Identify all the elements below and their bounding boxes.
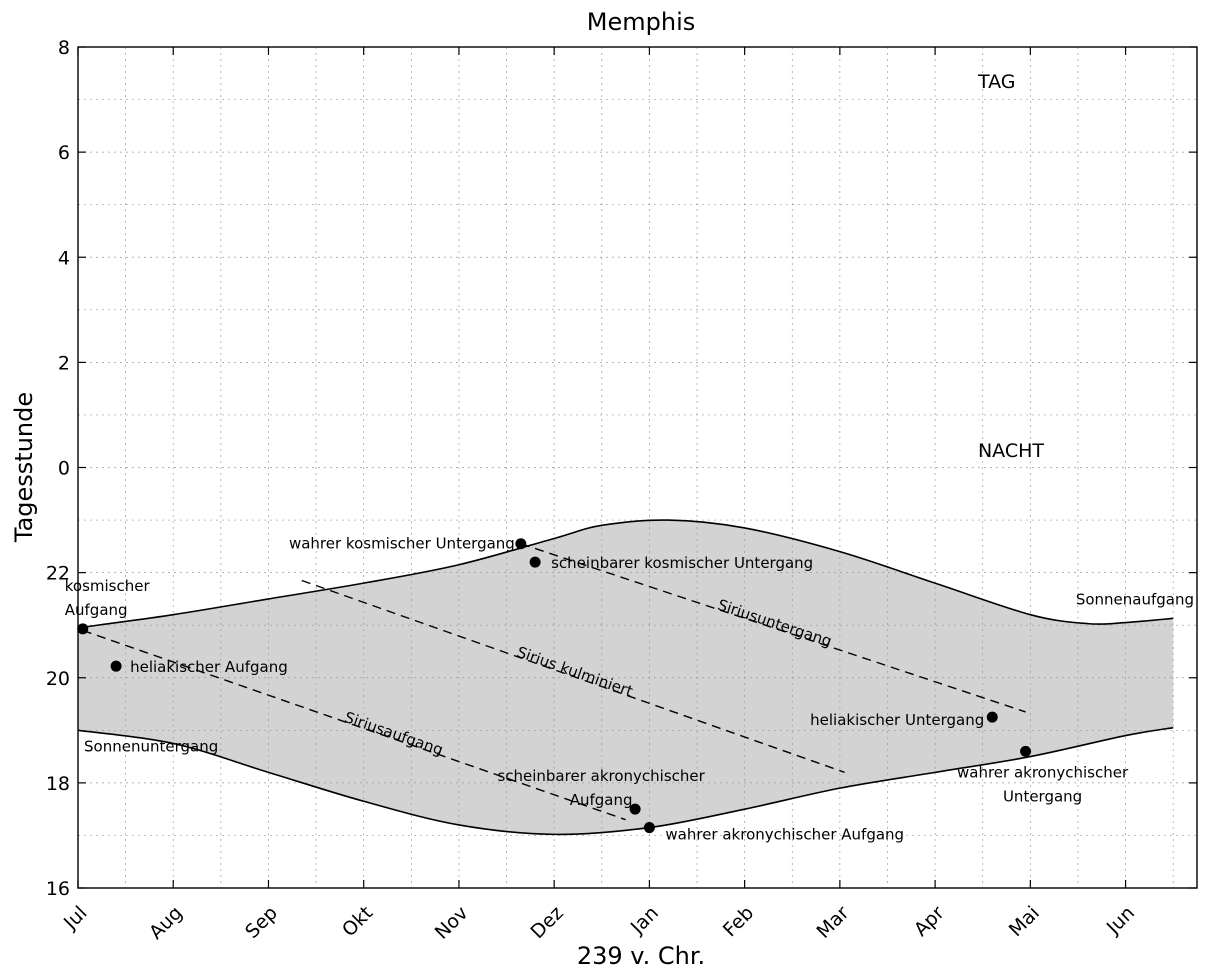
- y-tick-label: 0: [58, 458, 70, 480]
- y-tick-label: 4: [58, 247, 70, 269]
- event-point: [515, 538, 527, 550]
- x-tick-label: Jan: [626, 902, 663, 939]
- x-tick-label: Apr: [910, 902, 949, 941]
- sunrise-curve: [78, 519, 1174, 629]
- x-tick-label: Aug: [145, 902, 187, 944]
- event-point: [1020, 745, 1032, 757]
- event-label: kosmischer Aufgang: [65, 577, 151, 619]
- x-tick-label: Mai: [1005, 902, 1044, 941]
- x-tick-label: Jun: [1102, 902, 1139, 939]
- x-tick-label: Jul: [59, 902, 91, 934]
- event-label: wahrer akronychischer Untergang: [957, 763, 1129, 805]
- y-tick-label: 18: [46, 773, 70, 795]
- sunrise-label: Sonnenaufgang: [1076, 590, 1194, 608]
- night-label: NACHT: [978, 440, 1044, 462]
- event-point: [629, 803, 641, 815]
- y-tick-label: 22: [46, 563, 70, 585]
- event-label: heliakischer Aufgang: [130, 658, 288, 676]
- y-tick-label: 16: [46, 878, 70, 900]
- event-label: scheinbarer akronychischer Aufgang: [497, 767, 705, 809]
- event-label: heliakischer Untergang: [810, 711, 984, 729]
- x-tick-label: Okt: [338, 902, 377, 941]
- event-point: [77, 623, 89, 635]
- x-tick-label: Mar: [812, 902, 853, 943]
- sunset-label: Sonnenuntergang: [84, 737, 218, 755]
- event-point: [643, 822, 655, 834]
- sirius-line: [301, 579, 845, 774]
- event-point: [529, 556, 541, 568]
- x-tick-label: Sep: [241, 902, 282, 943]
- event-point: [986, 711, 998, 723]
- x-tick-label: Dez: [526, 902, 567, 943]
- event-point: [110, 660, 122, 672]
- y-axis-label: Tagesstunde: [10, 392, 38, 543]
- sirius-line: [520, 543, 1026, 713]
- chart-title: Memphis: [587, 8, 695, 36]
- day-label: TAG: [977, 71, 1016, 93]
- x-axis-label: 239 v. Chr.: [577, 942, 705, 970]
- sirius-line: [82, 629, 626, 821]
- event-label: wahrer kosmischer Untergang: [289, 535, 515, 553]
- y-tick-label: 2: [58, 352, 70, 374]
- x-tick-label: Feb: [719, 902, 758, 941]
- y-tick-label: 6: [58, 142, 70, 164]
- x-tick-label: Nov: [431, 902, 473, 944]
- event-label: scheinbarer kosmischer Untergang: [551, 554, 813, 572]
- event-label: wahrer akronychischer Aufgang: [665, 826, 904, 844]
- y-tick-label: 8: [58, 37, 70, 59]
- y-tick-label: 20: [46, 668, 70, 690]
